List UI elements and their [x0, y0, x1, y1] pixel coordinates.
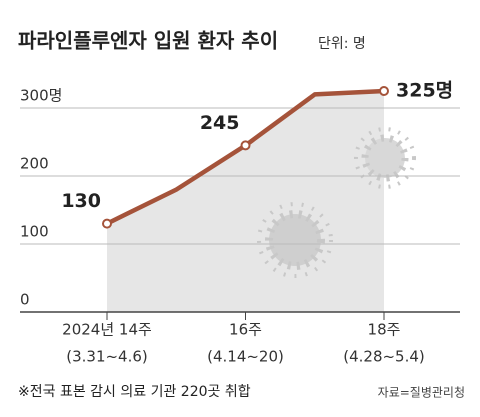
y-tick-label: 0 — [20, 291, 30, 309]
unit-label: 단위: 명 — [318, 36, 366, 52]
y-tick-label: 300명 — [20, 87, 62, 105]
x-tick-sublabel: (3.31~4.6) — [66, 348, 148, 366]
value-label: 245 — [200, 112, 240, 134]
value-label: 325명 — [396, 80, 453, 102]
y-tick-label: 200 — [20, 155, 49, 173]
footnote: ※전국 표본 감시 의료 기관 220곳 취합 — [18, 384, 251, 400]
virus-decoration — [257, 127, 416, 278]
source: 자료=질병관리청 — [378, 386, 465, 400]
x-tick-label: 2024년 14주 — [62, 321, 152, 339]
point — [240, 140, 251, 151]
y-tick-label: 100 — [20, 223, 49, 241]
point — [379, 86, 389, 96]
x-tick-label: 16주 — [229, 321, 262, 339]
x-tick-sublabel: (4.14~20) — [207, 348, 284, 366]
chart-title: 파라인플루엔자 입원 환자 추이 — [18, 29, 278, 53]
value-label: 130 — [61, 190, 101, 212]
x-tick-sublabel: (4.28~5.4) — [343, 348, 425, 366]
point — [102, 218, 112, 229]
x-tick-label: 18주 — [368, 321, 401, 339]
